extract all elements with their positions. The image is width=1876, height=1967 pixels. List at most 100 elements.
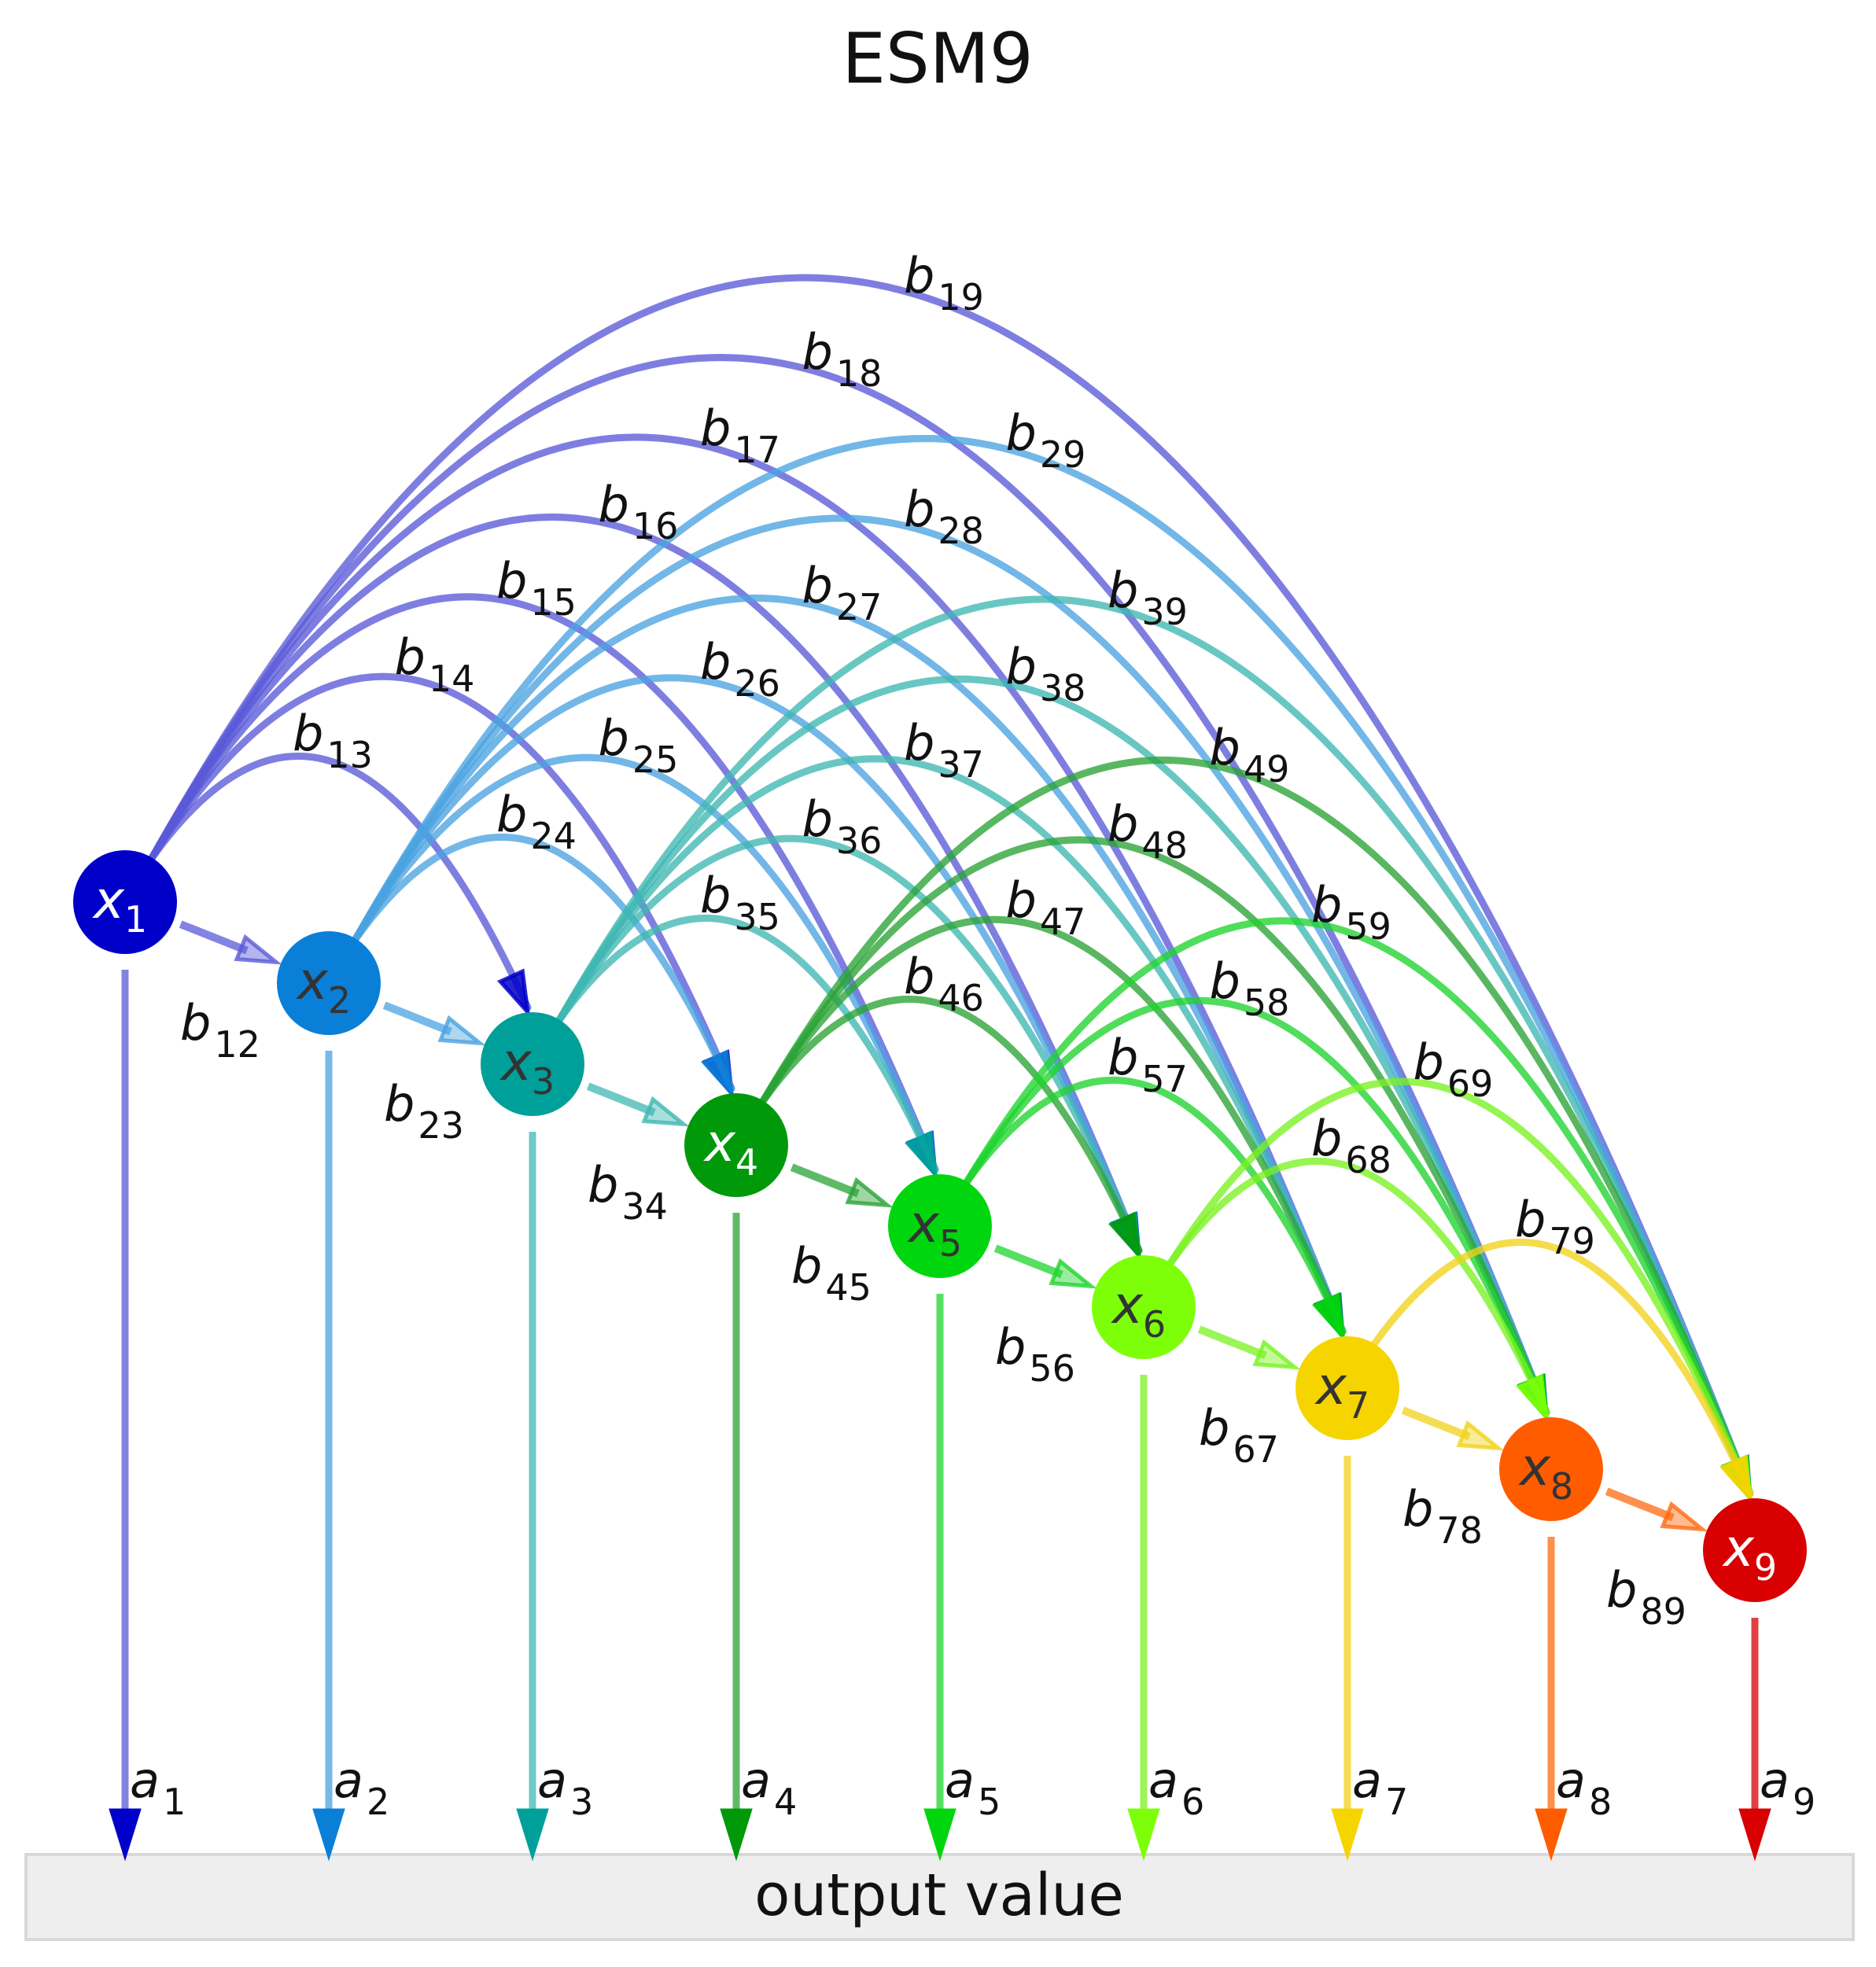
edge-b25-label-base: b [599,709,629,767]
edge-b25-label-sub: 25 [632,739,679,781]
output-label-a3-sub: 3 [570,1781,593,1823]
edge-b34-label: b34 [588,1156,668,1228]
edge-b46-label-base: b [904,948,934,1005]
node-label-2: x2 [296,951,351,1022]
edge-b49-label-sub: 49 [1244,748,1290,790]
node-label-sub-7: 7 [1347,1384,1369,1427]
node-circle-7 [1296,1336,1399,1440]
edge-b79-arc [1370,1239,1754,1497]
output-label-a4-sub: 4 [774,1781,797,1823]
node-circle-4 [684,1093,788,1197]
node-label-base-6: x [1111,1275,1144,1335]
edge-b89 [1605,1487,1708,1532]
edge-b46 [759,996,1143,1262]
edge-b78-arrowhead [1456,1420,1505,1451]
output-value-bar: output value [24,1853,1855,1941]
edge-b34-label-sub: 34 [621,1185,668,1228]
output-arrow-5 [923,1294,956,1862]
edge-b26-label-sub: 26 [734,662,780,705]
output-label-a4: a4 [741,1752,797,1823]
output-arrow-2 [312,1051,345,1862]
edge-b38-label: b38 [1006,638,1086,709]
node-x9: x9 [1703,1498,1807,1602]
node-label-base-9: x [1722,1518,1755,1578]
node-circle-8 [1499,1417,1603,1521]
node-label-7: x7 [1314,1356,1369,1427]
output-arrowhead-2 [312,1808,345,1862]
edge-b26-arc [352,674,1143,1254]
edge-b48-label: b48 [1108,795,1188,867]
output-label-a2-base: a [334,1752,363,1809]
edge-b23 [382,1001,486,1046]
edge-b26-label: b26 [700,633,780,705]
edge-b37-arc [555,755,1347,1335]
output-label-a9-base: a [1760,1752,1789,1809]
edge-b59-label: b59 [1311,876,1391,948]
output-label-a7: a7 [1352,1752,1408,1823]
edge-b47-label-sub: 47 [1040,901,1086,943]
edge-b13-label-base: b [293,705,323,762]
node-x4: x4 [684,1093,788,1197]
edge-b34-label-base: b [588,1156,618,1214]
edge-b67-label-base: b [1199,1399,1229,1457]
output-arrowhead-1 [109,1808,142,1862]
node-circle-5 [888,1174,992,1278]
edge-b68-arc [1167,1158,1550,1416]
edge-b12-label-sub: 12 [214,1023,260,1066]
edge-b68-label-base: b [1311,1110,1342,1167]
output-value-label: output value [754,1862,1124,1929]
edge-b12 [179,920,282,965]
edge-b69-label-sub: 69 [1447,1063,1494,1105]
edge-b46-label-sub: 46 [938,977,984,1019]
edge-b12-label-base: b [180,994,211,1052]
edge-b56-arrowhead [1049,1258,1097,1289]
edge-b78-line [1401,1406,1471,1441]
edge-b36-label-sub: 36 [836,820,883,862]
edge-b46-label: b46 [904,948,984,1019]
node-x1: x1 [73,850,177,954]
edge-b34 [586,1082,690,1127]
node-x8: x8 [1499,1417,1603,1521]
node-label-4: x4 [703,1113,758,1184]
edge-b78-label-sub: 78 [1436,1509,1483,1552]
edge-b68-label-sub: 68 [1345,1139,1391,1181]
edge-b89-label-base: b [1606,1561,1637,1619]
chain-arrows [179,920,1708,1532]
edge-b13-arrowhead [496,968,531,1018]
edge-b18-label-base: b [802,323,833,381]
connection-arcs [148,274,1754,1505]
output-arrowhead-7 [1331,1808,1364,1862]
node-label-sub-2: 2 [328,979,351,1022]
edge-b57-label-sub: 57 [1141,1058,1188,1100]
edge-b13 [148,753,532,1018]
node-label-6: x6 [1111,1275,1166,1346]
edge-b79-arrowhead [1719,1454,1753,1505]
edge-b24-arc [352,834,735,1092]
edge-b79-label-base: b [1515,1191,1546,1248]
edge-b19-label-base: b [904,247,934,304]
edge-b58-label-base: b [1210,952,1240,1010]
edge-b57-arrowhead [1311,1292,1346,1343]
output-arrow-7 [1331,1456,1364,1862]
edge-b24-label: b24 [496,786,577,857]
output-arrow-9 [1738,1618,1771,1862]
edge-b57-label: b57 [1108,1029,1188,1100]
edge-b79-label-sub: 79 [1549,1220,1595,1262]
edge-b12-line [179,920,249,955]
edge-b47-label: b47 [1006,871,1086,943]
edge-b39-label: b39 [1108,562,1188,633]
edge-b78-label: b78 [1402,1480,1483,1552]
edge-b14-label-sub: 14 [429,658,475,700]
node-label-5: x5 [907,1194,962,1265]
output-label-a2: a2 [334,1752,389,1823]
edge-b19-label-sub: 19 [938,276,984,319]
edge-b13-label: b13 [293,705,373,776]
edge-b69-label: b69 [1413,1033,1494,1105]
node-circle-9 [1703,1498,1807,1602]
edge-b25-label: b25 [599,709,679,781]
node-label-sub-3: 3 [532,1060,555,1103]
edge-b58-arc [963,996,1550,1416]
output-label-a3-base: a [537,1752,567,1809]
output-arrowhead-4 [720,1808,753,1862]
edge-b36-label: b36 [802,790,883,862]
